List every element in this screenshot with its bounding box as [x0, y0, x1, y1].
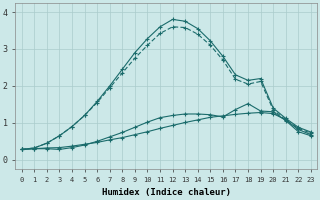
- X-axis label: Humidex (Indice chaleur): Humidex (Indice chaleur): [102, 188, 231, 197]
